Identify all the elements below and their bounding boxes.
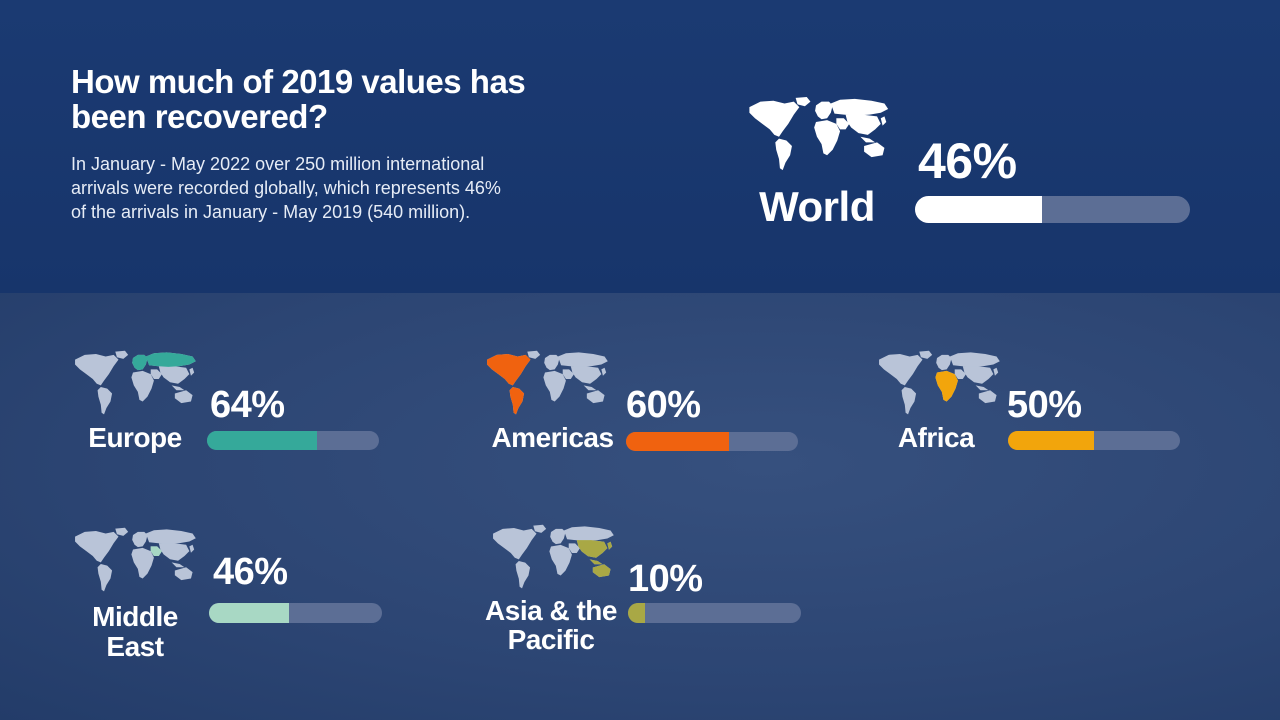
value-label-europe: 64% [210, 384, 285, 426]
bar-fill-europe [207, 431, 318, 450]
region-label-americas: Americas [491, 422, 614, 453]
world-map-europe-icon [75, 350, 196, 415]
regions-panel [0, 293, 1280, 720]
bar-fill-asia-pacific [628, 603, 646, 623]
value-label-africa: 50% [1007, 384, 1082, 426]
page-description: In January - May 2022 over 250 million i… [71, 154, 501, 222]
region-label-world: World [759, 183, 875, 230]
value-label-americas: 60% [626, 384, 701, 426]
bar-fill-middle-east [209, 603, 289, 623]
bar-fill-americas [626, 432, 730, 451]
bar-track-africa [1008, 431, 1180, 450]
value-label-world: 46% [918, 133, 1017, 189]
bar-track-americas [626, 432, 798, 451]
bar-track-world [915, 196, 1190, 223]
region-label-africa: Africa [897, 422, 975, 453]
bar-track-middle-east [209, 603, 382, 623]
world-map-asia-pacific-icon [493, 524, 614, 589]
world-map-icon [749, 97, 889, 171]
world-map-middle-east-icon [75, 527, 196, 592]
value-label-asia-pacific: 10% [628, 558, 703, 600]
world-panel [0, 0, 1280, 293]
region-label-europe: Europe [88, 422, 182, 453]
bar-track-asia-pacific [628, 603, 801, 623]
world-map-africa-icon [879, 350, 1000, 415]
bar-fill-africa [1008, 431, 1094, 450]
value-label-middle-east: 46% [213, 551, 288, 593]
world-map-americas-icon [487, 350, 608, 415]
bar-track-europe [207, 431, 379, 450]
bar-fill-world [915, 196, 1042, 223]
region-label-middle-east: Middle East [92, 601, 178, 662]
region-label-asia-pacific: Asia & the Pacific [485, 595, 617, 655]
page-title: How much of 2019 values has been recover… [71, 63, 526, 135]
